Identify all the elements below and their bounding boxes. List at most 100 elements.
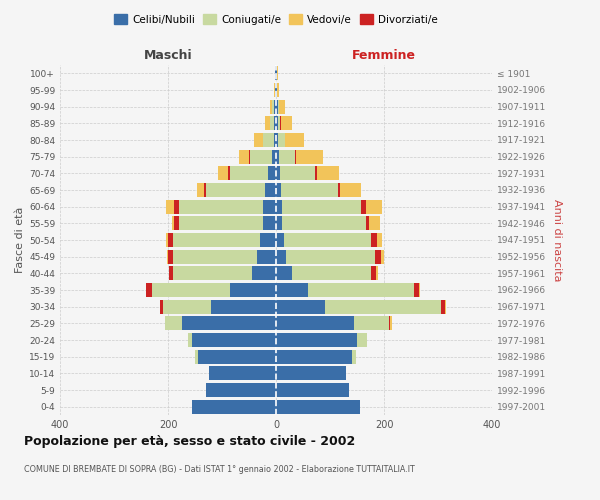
Bar xyxy=(172,216,175,230)
Bar xyxy=(338,183,340,197)
Bar xyxy=(272,100,274,114)
Bar xyxy=(419,283,420,297)
Bar xyxy=(268,166,276,180)
Bar xyxy=(354,316,389,330)
Bar xyxy=(286,250,375,264)
Bar xyxy=(366,216,369,230)
Bar xyxy=(376,266,377,280)
Y-axis label: Fasce di età: Fasce di età xyxy=(15,207,25,273)
Bar xyxy=(325,300,440,314)
Bar xyxy=(263,200,276,214)
Bar xyxy=(284,233,371,247)
Bar xyxy=(377,233,382,247)
Bar xyxy=(283,216,366,230)
Bar xyxy=(252,266,276,280)
Y-axis label: Anni di nascita: Anni di nascita xyxy=(551,198,562,281)
Bar xyxy=(361,200,366,214)
Bar xyxy=(173,250,257,264)
Bar xyxy=(276,233,284,247)
Bar xyxy=(278,116,280,130)
Bar xyxy=(279,100,284,114)
Legend: Celibi/Nubili, Coniugati/e, Vedovi/e, Divorziati/e: Celibi/Nubili, Coniugati/e, Vedovi/e, Di… xyxy=(110,10,442,29)
Bar xyxy=(257,250,276,264)
Bar xyxy=(218,166,229,180)
Bar xyxy=(382,250,384,264)
Bar xyxy=(163,300,211,314)
Bar xyxy=(317,166,338,180)
Bar xyxy=(283,200,361,214)
Bar xyxy=(167,250,168,264)
Bar xyxy=(276,366,346,380)
Bar xyxy=(276,266,292,280)
Bar xyxy=(445,300,446,314)
Bar xyxy=(357,333,367,347)
Bar xyxy=(308,283,413,297)
Bar xyxy=(198,350,276,364)
Bar xyxy=(272,150,276,164)
Bar xyxy=(276,316,354,330)
Bar xyxy=(193,333,276,347)
Bar xyxy=(166,200,175,214)
Bar xyxy=(265,116,269,130)
Bar xyxy=(175,200,179,214)
Bar xyxy=(209,366,276,380)
Bar xyxy=(276,66,277,80)
Bar xyxy=(352,350,356,364)
Bar xyxy=(206,183,265,197)
Bar xyxy=(375,250,382,264)
Bar xyxy=(263,133,274,147)
Bar xyxy=(276,333,357,347)
Bar xyxy=(230,283,276,297)
Bar xyxy=(276,300,325,314)
Bar xyxy=(270,116,274,130)
Bar xyxy=(316,166,317,180)
Bar xyxy=(277,83,278,97)
Bar xyxy=(340,183,361,197)
Bar xyxy=(239,150,249,164)
Text: Femmine: Femmine xyxy=(352,48,416,62)
Bar xyxy=(173,266,252,280)
Bar xyxy=(276,400,360,414)
Bar xyxy=(295,150,296,164)
Bar xyxy=(146,283,152,297)
Bar xyxy=(249,150,250,164)
Bar xyxy=(440,300,445,314)
Bar xyxy=(260,233,276,247)
Bar xyxy=(280,166,316,180)
Bar xyxy=(160,300,163,314)
Bar xyxy=(166,233,168,247)
Bar xyxy=(278,133,284,147)
Bar xyxy=(391,316,392,330)
Bar xyxy=(203,183,206,197)
Bar xyxy=(276,183,281,197)
Bar xyxy=(274,116,276,130)
Bar xyxy=(263,216,276,230)
Bar xyxy=(296,150,323,164)
Bar xyxy=(169,266,173,280)
Bar xyxy=(276,133,278,147)
Bar xyxy=(168,250,173,264)
Bar xyxy=(206,383,276,397)
Bar xyxy=(152,283,230,297)
Bar xyxy=(276,100,278,114)
Bar xyxy=(197,183,203,197)
Bar xyxy=(166,316,182,330)
Bar xyxy=(276,83,277,97)
Bar xyxy=(270,100,272,114)
Bar xyxy=(371,266,376,280)
Bar xyxy=(276,383,349,397)
Bar xyxy=(275,83,276,97)
Bar xyxy=(366,200,382,214)
Bar xyxy=(250,150,272,164)
Bar xyxy=(188,333,193,347)
Bar xyxy=(182,316,276,330)
Bar xyxy=(414,283,419,297)
Bar xyxy=(193,400,276,414)
Bar xyxy=(281,116,292,130)
Bar xyxy=(276,166,280,180)
Bar xyxy=(173,233,260,247)
Bar xyxy=(179,200,263,214)
Bar xyxy=(230,166,268,180)
Bar xyxy=(254,133,263,147)
Bar xyxy=(175,216,179,230)
